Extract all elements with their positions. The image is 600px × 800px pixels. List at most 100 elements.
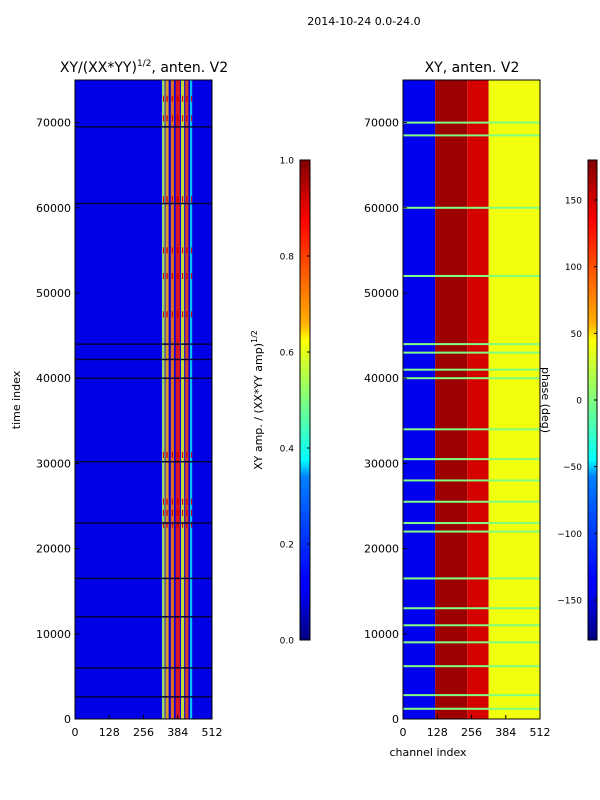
phase-stripe-row [403, 522, 540, 525]
amp-hot-cell [166, 498, 168, 505]
amp-channel-band [190, 80, 193, 719]
phase-heatmap [403, 80, 540, 719]
phase-colorbar-label: phase (deg) [539, 367, 552, 433]
amp-hot-cell [166, 521, 168, 528]
y-tick-label: 70000 [364, 117, 399, 130]
amp-heatmap [75, 80, 212, 719]
amp-hot-cell [166, 95, 168, 102]
amp-colorbar-gradient [299, 159, 311, 641]
y-tick-label: 40000 [36, 372, 71, 385]
amp-hot-cell [186, 521, 188, 528]
phase-stripe-row [403, 665, 540, 668]
amp-hot-cell [181, 95, 184, 102]
amp-title-exp: 1/2 [137, 59, 151, 69]
amp-gap-row [75, 358, 212, 361]
amp-hot-cell [176, 95, 179, 102]
colorbar-tick-label: 100 [565, 263, 582, 273]
amp-colorbar-ticks: 0.0 0.2 0.4 0.6 0.8 1.0 [280, 157, 310, 647]
phase-y-ticks: 0 10000 20000 30000 40000 50000 60000 70000 [364, 117, 407, 726]
amp-hot-cell [176, 196, 179, 203]
amp-gap-row [75, 343, 212, 345]
colorbar-tick-label: 0.8 [280, 253, 295, 263]
x-tick-label: 0 [400, 726, 407, 739]
y-tick-label: 10000 [36, 628, 71, 641]
amp-hot-cell [191, 95, 193, 102]
amp-hot-cell [171, 95, 174, 102]
y-tick-label: 10000 [364, 628, 399, 641]
phase-colorbar: −150 −100 −50 0 50 100 150 phase (deg) [539, 159, 598, 641]
y-tick-label: 50000 [36, 287, 71, 300]
amp-hot-cell [162, 115, 164, 122]
amp-gap-row [75, 616, 212, 618]
phase-stripe-row [403, 134, 540, 137]
amp-channel-band [165, 80, 169, 719]
colorbar-tick-label: 0.6 [280, 349, 295, 359]
amp-hot-cell [171, 311, 174, 318]
amp-channel-band [170, 80, 175, 719]
colorbar-tick-label: 0.2 [280, 541, 294, 551]
amp-hot-cell [171, 509, 174, 516]
amp-hot-cell [166, 115, 168, 122]
y-tick-label: 50000 [364, 287, 399, 300]
phase-region [435, 80, 468, 719]
amp-gap-row [75, 460, 212, 463]
x-tick-label: 128 [427, 726, 448, 739]
x-tick-label: 384 [495, 726, 516, 739]
amp-channel-band [180, 80, 185, 719]
amp-gap-row [75, 126, 212, 128]
amp-hot-cell [186, 451, 188, 458]
amp-hot-cell [191, 115, 193, 122]
colorbar-tick-label: 0.4 [280, 445, 295, 455]
amp-hot-cell [176, 509, 179, 516]
amp-hot-cell [162, 196, 164, 203]
phase-stripe-row [403, 458, 540, 461]
colorbar-tick-label: −100 [557, 530, 582, 540]
amp-hot-cell [162, 498, 164, 505]
y-tick-label: 40000 [364, 372, 399, 385]
x-tick-label: 128 [99, 726, 120, 739]
phase-region [467, 80, 489, 719]
amp-hot-cell [171, 115, 174, 122]
phase-stripe-row [403, 607, 540, 610]
colorbar-tick-label: 50 [571, 330, 583, 340]
amp-hot-cell [176, 451, 179, 458]
amp-gap-row [75, 377, 212, 379]
amp-hot-cell [162, 311, 164, 318]
y-tick-label: 60000 [364, 202, 399, 215]
x-tick-label: 256 [133, 726, 154, 739]
amp-hot-cell [176, 498, 179, 505]
amp-hot-cell [191, 196, 193, 203]
amp-hot-cell [191, 247, 193, 254]
phase-panel-title: XY, anten. V2 [425, 60, 520, 76]
amp-title-main: XY/(XX*YY) [60, 60, 137, 76]
amp-gap-row [75, 577, 212, 580]
y-tick-label: 20000 [364, 543, 399, 556]
amp-x-ticks: 0 128 256 384 512 [72, 715, 223, 739]
amp-hot-cell [171, 196, 174, 203]
amp-hot-cell [176, 272, 179, 279]
colorbar-tick-label: −50 [563, 463, 582, 473]
amp-hot-cell [176, 521, 179, 528]
x-tick-label: 0 [72, 726, 79, 739]
phase-x-ticks: 0 128 256 384 512 [400, 715, 551, 739]
amp-channel-band [185, 80, 189, 719]
y-tick-label: 0 [392, 713, 399, 726]
amp-hot-cell [171, 498, 174, 505]
amp-hot-cell [162, 451, 164, 458]
amp-panel-title: XY/(XX*YY)1/2, anten. V2 [60, 59, 228, 76]
amp-hot-cell [176, 247, 179, 254]
phase-stripe-row [403, 121, 540, 124]
x-tick-label: 256 [461, 726, 482, 739]
phase-stripe-row [403, 479, 540, 482]
phase-stripe-row [403, 274, 540, 277]
phase-stripe-row [403, 624, 540, 627]
phase-stripe-row [403, 694, 540, 697]
colorbar-tick-label: 150 [565, 197, 582, 207]
amp-hot-cell [176, 311, 179, 318]
amp-hot-cell [162, 95, 164, 102]
amp-hot-cell [166, 311, 168, 318]
y-tick-label: 20000 [36, 543, 71, 556]
phase-region [488, 80, 540, 719]
phase-stripe-row [403, 368, 540, 371]
